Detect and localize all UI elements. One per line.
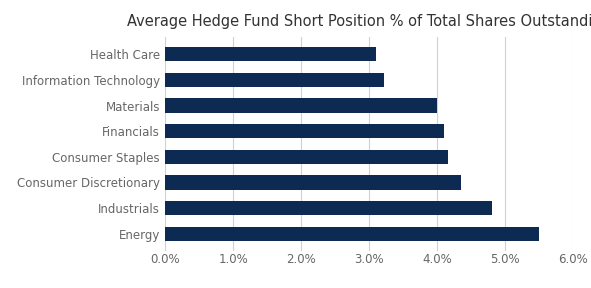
Bar — [165, 47, 376, 61]
Bar — [165, 73, 384, 87]
Bar — [165, 227, 539, 241]
Bar — [165, 150, 447, 164]
Title: Average Hedge Fund Short Position % of Total Shares Outstanding: Average Hedge Fund Short Position % of T… — [127, 14, 591, 29]
Bar — [165, 124, 444, 138]
Bar — [165, 175, 461, 190]
Bar — [165, 98, 437, 113]
Bar — [165, 201, 492, 215]
